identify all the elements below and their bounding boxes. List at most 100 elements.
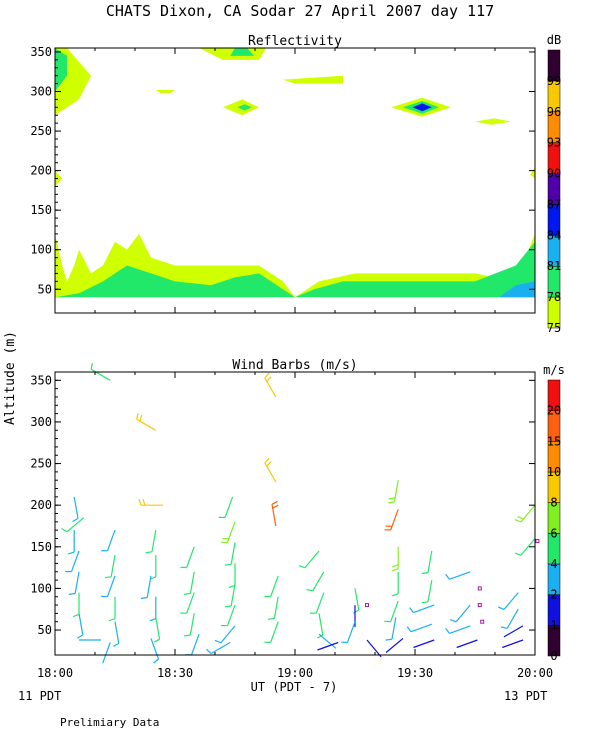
wind-frame (54, 371, 536, 656)
wind-barb-feather (145, 551, 153, 554)
wind-barb-staff (270, 621, 279, 643)
wind-barb (421, 550, 433, 575)
wind-barb-feather (268, 617, 275, 620)
wind-barb (366, 639, 382, 658)
wind-barb-staff (189, 613, 195, 636)
wind-barb-feather (142, 499, 146, 506)
wind-barb-feather (272, 504, 279, 509)
wind-barb-staff (413, 639, 435, 649)
colorbar-label: 8 (550, 496, 557, 510)
x-tick-label: 20:00 (517, 666, 553, 680)
wind-barb (318, 633, 337, 649)
wind-title: Wind Barbs (m/s) (232, 358, 357, 373)
wind-barb (271, 500, 279, 527)
colorbar-label: 1 (550, 618, 557, 632)
wind-barb-feather (72, 614, 80, 618)
wind-barb (449, 604, 471, 623)
reflectivity-region-4 (55, 48, 67, 92)
wind-barb-staff (410, 623, 433, 633)
wind-barb (341, 621, 356, 643)
wind-barb (421, 579, 433, 604)
wind-barb-feather (264, 457, 270, 464)
wind-barb-staff (503, 625, 524, 638)
refl-colorbar-unit: dB (547, 33, 561, 47)
wind-barb-feather (497, 606, 505, 610)
wind-barb (392, 546, 399, 572)
colorbar-label: 81 (547, 259, 561, 273)
calm-marker (535, 538, 540, 543)
colorbar-swatch (547, 379, 561, 411)
wind-barb-staff (318, 613, 324, 636)
wind-barb-staff (317, 641, 339, 651)
colorbar-label: 99 (547, 74, 561, 88)
wind-barb (185, 633, 200, 656)
wind-barb (153, 617, 161, 643)
wind-barb (149, 555, 157, 580)
reflectivity-region-16 (530, 166, 535, 179)
wind-barb-staff (114, 621, 120, 644)
wind-barb-feather (149, 618, 156, 622)
wind-barb (497, 592, 519, 610)
wind-barb (317, 613, 324, 639)
wind-barb-staff (318, 633, 337, 649)
wind-barb-feather (388, 501, 395, 504)
calm-marker (477, 586, 482, 591)
wind-barb (514, 504, 536, 523)
wind-barb (264, 457, 277, 483)
y-tick-label: 350 (30, 373, 52, 387)
wind-barb (65, 550, 80, 573)
wind-barb-staff (390, 600, 399, 622)
wind-barb-feather (224, 605, 232, 608)
wind-barb-feather (90, 362, 93, 370)
x-left-note: 11 PDT (18, 689, 61, 703)
wind-barb-staff (273, 596, 279, 619)
colorbar-label: 78 (547, 290, 561, 304)
wind-barb-staff (346, 621, 356, 643)
wind-barb-staff (106, 529, 116, 552)
wind-barb (206, 641, 231, 655)
wind-barb-staff (74, 571, 80, 594)
wind-barb-feather (385, 638, 393, 641)
wind-colorbar-unit: m/s (543, 363, 565, 377)
wind-barb (384, 600, 399, 623)
reflectivity-region-8 (155, 89, 175, 94)
wind-barb (306, 571, 325, 592)
y-axis-label: Altitude (m) (3, 331, 18, 425)
y-tick-label: 350 (30, 45, 52, 59)
wind-barb-staff (226, 521, 236, 543)
wind-barb-feather (214, 639, 222, 644)
x-axis-label: UT (PDT - 7) (251, 680, 338, 694)
wind-barb-staff (106, 575, 116, 597)
wind-barb (445, 625, 471, 634)
reflectivity-region-7 (283, 75, 343, 84)
wind-barb (309, 592, 325, 614)
wind-barb-feather (409, 607, 414, 613)
wind-barb (353, 588, 360, 614)
wind-barb (502, 639, 524, 649)
wind-barb (268, 596, 279, 620)
wind-barb (104, 554, 116, 579)
wind-barb (317, 641, 339, 651)
wind-barb (456, 639, 478, 649)
wind-barb-staff (190, 633, 200, 656)
y-tick-label: 100 (30, 243, 52, 257)
figure-title: CHATS Dixon, CA Sodar 27 April 2007 day … (106, 2, 494, 20)
wind-barb-staff (230, 542, 236, 565)
wind-barb-staff (70, 550, 80, 572)
wind-barb-staff (78, 613, 84, 636)
wind-barb-feather (266, 461, 272, 467)
wind-barb-feather (138, 499, 142, 506)
wind-barb (90, 362, 111, 381)
reflectivity-region-6 (230, 48, 255, 56)
colorbar-label: 15 (547, 434, 561, 448)
x-tick-label: 18:30 (157, 666, 193, 680)
wind-barb-feather (421, 572, 429, 575)
wind-barb (224, 542, 236, 566)
wind-barb-feather (153, 658, 159, 664)
wind-barb-feather (184, 634, 191, 637)
x-tick-label: 18:00 (37, 666, 73, 680)
wind-barb (221, 521, 236, 544)
colorbar-label: 20 (547, 404, 561, 418)
wind-barb-feather (224, 563, 232, 566)
wind-barb-feather (104, 576, 112, 579)
